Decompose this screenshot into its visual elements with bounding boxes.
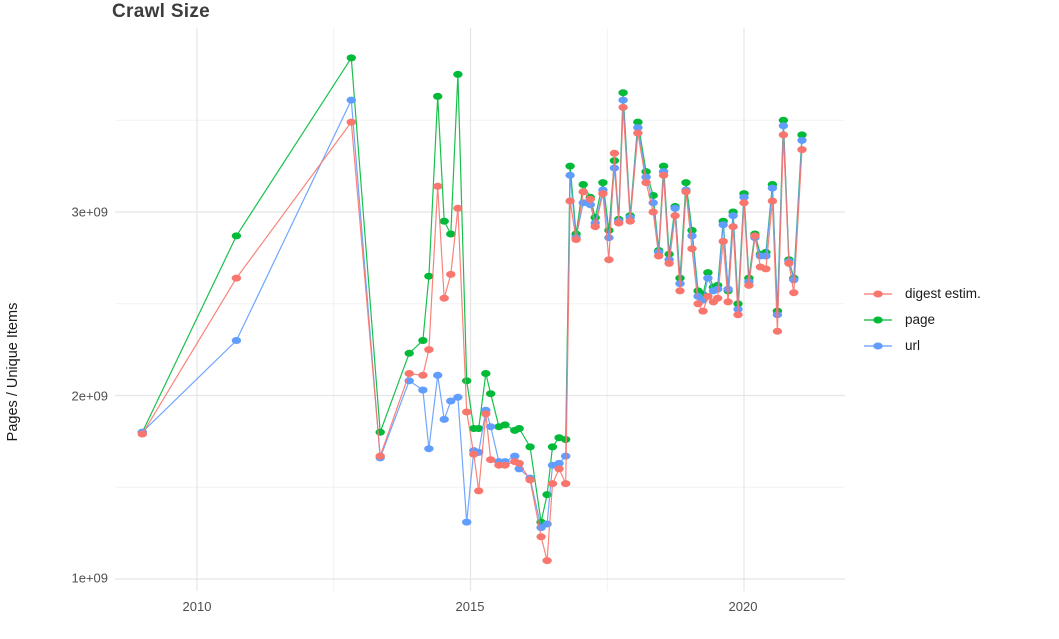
url-key-icon (864, 342, 892, 349)
digest-key-icon (864, 290, 892, 297)
chart-title: Crawl Size (112, 1, 211, 22)
data-series (137, 54, 807, 565)
legend-label-digest: digest estim. (905, 286, 981, 301)
legend-item-page: page (862, 311, 981, 328)
y-tick-3e09: 3e+09 (71, 205, 108, 220)
legend-label-url: url (905, 338, 921, 353)
y-axis-title: Pages / Unique Items (5, 303, 21, 442)
legend-item-digest: digest estim. (862, 285, 981, 302)
y-tick-2e09: 2e+09 (71, 389, 108, 404)
legend-item-url: url (862, 337, 981, 354)
x-tick-2015: 2015 (456, 599, 485, 614)
x-tick-2020: 2020 (729, 599, 758, 614)
page-key-icon (864, 316, 892, 323)
legend: digest estim. page url (862, 285, 981, 354)
y-tick-1e09: 1e+09 (71, 571, 108, 586)
x-tick-2010: 2010 (183, 599, 212, 614)
gridlines (115, 28, 845, 591)
legend-label-page: page (905, 312, 936, 327)
